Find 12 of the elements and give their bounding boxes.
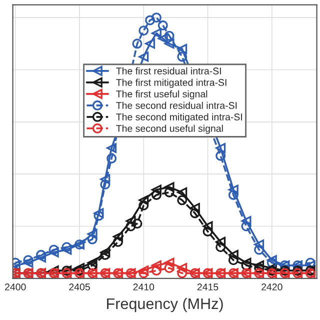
legend-label: The first residual intra-SI xyxy=(116,67,221,74)
legend-label: The second useful signal xyxy=(116,124,223,134)
x-tick-label: 2400 xyxy=(5,284,26,290)
legend-label: The second mitigated intra-SI xyxy=(116,113,242,122)
legend-label: The second residual intra-SI xyxy=(116,102,237,109)
x-tick-label: 2410 xyxy=(133,284,154,290)
x-tick-label: 2405 xyxy=(69,284,90,290)
x-tick-label: 2415 xyxy=(197,284,218,290)
x-axis-title: Frequency (MHz) xyxy=(107,298,223,312)
x-tick-label: 2420 xyxy=(262,284,282,290)
legend-label: The first useful signal xyxy=(116,90,208,100)
legend-label: The first mitigated intra-SI xyxy=(116,78,226,88)
